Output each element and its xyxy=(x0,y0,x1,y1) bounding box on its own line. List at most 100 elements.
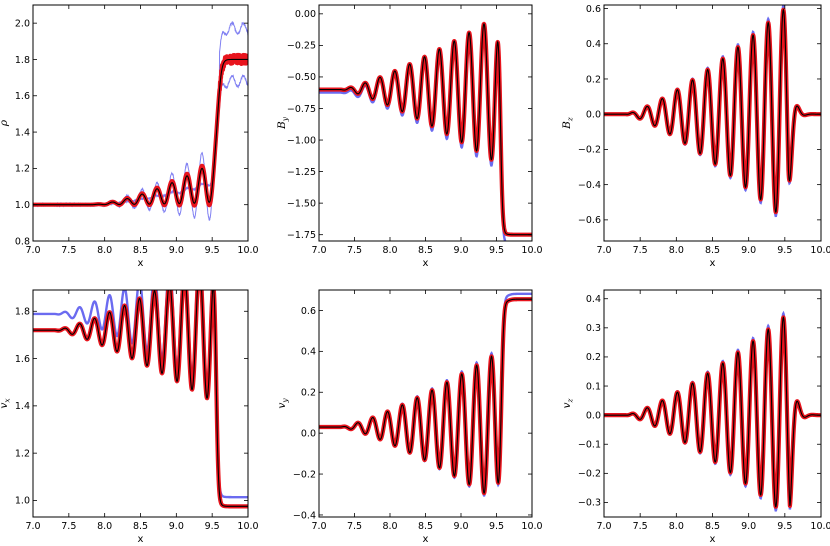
curves-By xyxy=(319,21,532,241)
curves-vx xyxy=(33,290,248,509)
x-tick-label: 9.5 xyxy=(205,521,220,532)
y-tick-label: 0.0 xyxy=(301,428,316,439)
y-tick-label: 1.4 xyxy=(15,127,30,138)
panel-By: 7.0 7.5 8.0 8.5 9.0 9.5 10.0 −1.75 −1.50 −1.25 −1.… xyxy=(276,4,543,269)
x-tick-label: 9.0 xyxy=(453,245,468,256)
x-tick-label: 8.0 xyxy=(97,521,112,532)
y-tick-label: −0.50 xyxy=(287,72,316,83)
y-tick-label: 0.0 xyxy=(586,410,601,421)
y-tick-label: 0.6 xyxy=(301,306,316,317)
curves-rho xyxy=(33,20,248,221)
x-tick-label: 7.5 xyxy=(347,245,362,256)
x-tick-label: 9.5 xyxy=(489,521,504,532)
y-tick-label: −1.50 xyxy=(287,198,316,209)
reference-line xyxy=(33,290,248,507)
y-tick-label: 1.6 xyxy=(15,91,30,102)
x-axis-label: x xyxy=(138,534,144,545)
x-tick-label: 8.5 xyxy=(705,521,720,532)
y-tick-label: −0.1 xyxy=(578,440,601,451)
x-tick-label: 8.5 xyxy=(133,521,148,532)
x-tick-label: 8.5 xyxy=(133,245,148,256)
curves-vy xyxy=(319,292,532,497)
x-axis-label: x xyxy=(423,534,429,545)
y-tick-label: −1.25 xyxy=(287,167,316,178)
x-axis-label: x xyxy=(423,258,429,269)
x-tick-label: 9.0 xyxy=(741,521,756,532)
y-axis-label-main: v xyxy=(561,402,573,408)
y-tick-label: −1.00 xyxy=(287,135,316,146)
y-tick-label: 0.1 xyxy=(586,381,601,392)
y-tick-label: 0.3 xyxy=(586,323,601,334)
y-tick-label: 1.6 xyxy=(15,354,30,365)
y-tick-label: 0.0 xyxy=(586,109,601,120)
y-tick-label: 1.2 xyxy=(15,448,30,459)
x-tick-label: 9.5 xyxy=(205,245,220,256)
x-tick-label: 7.5 xyxy=(61,245,76,256)
panel-Bz: 7.0 7.5 8.0 8.5 9.0 9.5 10.0 −0.6 −0.4 −0.2 0.0 0.2… xyxy=(561,4,830,269)
y-tick-label: −0.3 xyxy=(578,498,601,509)
y-axis-label-main: v xyxy=(276,403,288,409)
y-tick-label: 0.6 xyxy=(586,4,601,15)
y-tick-label: −0.4 xyxy=(293,510,316,521)
x-axis-label: x xyxy=(710,534,716,545)
panel-rho: 7.0 7.5 8.0 8.5 9.0 9.5 10.0 0.8 1.0 1.2 1.4 1.6 1.8… xyxy=(0,4,259,269)
x-tick-label: 10.0 xyxy=(810,245,830,256)
reference-line xyxy=(604,316,821,508)
y-tick-label: 2.0 xyxy=(15,18,30,29)
y-axis-label: Bz xyxy=(561,117,575,130)
y-axis-label-sub: x xyxy=(3,398,12,403)
y-axis-label-main: ρ xyxy=(0,119,10,127)
y-tick-label: −0.25 xyxy=(287,41,316,52)
y-tick-label: 1.0 xyxy=(15,200,30,211)
x-tick-label: 9.5 xyxy=(777,245,792,256)
x-tick-label: 7.0 xyxy=(311,521,326,532)
x-tick-label: 7.0 xyxy=(596,245,611,256)
y-tick-label: 0.2 xyxy=(586,352,601,363)
x-tick-label: 8.5 xyxy=(705,245,720,256)
x-tick-label: 7.5 xyxy=(633,521,648,532)
panel-vz: 7.0 7.5 8.0 8.5 9.0 9.5 10.0 −0.3 −0.2 −0.1 0.0 0.1… xyxy=(561,289,830,545)
y-tick-label: −0.2 xyxy=(578,145,601,156)
reference-line xyxy=(319,298,532,494)
y-axis-label-sub: z xyxy=(566,399,575,404)
y-axis-label-sub: y xyxy=(281,398,290,404)
curves-Bz xyxy=(604,5,821,218)
y-tick-label: −1.75 xyxy=(287,230,316,241)
y-tick-label: −0.2 xyxy=(293,469,316,480)
y-tick-label: 0.8 xyxy=(15,236,30,247)
x-tick-label: 7.5 xyxy=(347,521,362,532)
curves-vz xyxy=(604,310,821,512)
y-tick-label: 0.2 xyxy=(301,388,316,399)
y-axis-label-main: v xyxy=(0,403,10,409)
x-tick-label: 9.0 xyxy=(169,521,184,532)
y-tick-label: −0.2 xyxy=(578,469,601,480)
y-axis-label-main: B xyxy=(561,121,573,130)
x-tick-label: 10.0 xyxy=(810,521,830,532)
y-axis-label-sub: z xyxy=(566,117,575,122)
reference-line xyxy=(33,58,248,206)
x-tick-label: 8.0 xyxy=(382,245,397,256)
y-tick-label: 0.00 xyxy=(295,9,316,20)
x-tick-label: 7.0 xyxy=(25,245,40,256)
x-tick-label: 8.0 xyxy=(97,245,112,256)
y-axis-label: vy xyxy=(276,398,290,409)
y-axis-label: ρ xyxy=(0,119,10,127)
y-tick-label: −0.6 xyxy=(578,215,601,226)
y-tick-label: 0.4 xyxy=(586,294,601,305)
y-tick-label: 0.4 xyxy=(586,39,601,50)
y-axis-label-main: B xyxy=(276,121,288,130)
x-tick-label: 9.5 xyxy=(489,245,504,256)
y-tick-label: 1.8 xyxy=(15,55,30,66)
y-axis-label: By xyxy=(276,116,290,130)
x-tick-label: 7.0 xyxy=(311,245,326,256)
x-tick-label: 10.0 xyxy=(521,245,542,256)
x-tick-label: 9.0 xyxy=(453,521,468,532)
x-tick-label: 7.5 xyxy=(61,521,76,532)
y-tick-label: 1.8 xyxy=(15,307,30,318)
y-tick-label: 0.2 xyxy=(586,74,601,85)
y-tick-label: 1.0 xyxy=(15,496,30,507)
x-axis-label: x xyxy=(138,258,144,269)
y-axis-label: vz xyxy=(561,399,575,409)
y-axis-label-sub: y xyxy=(281,116,290,122)
